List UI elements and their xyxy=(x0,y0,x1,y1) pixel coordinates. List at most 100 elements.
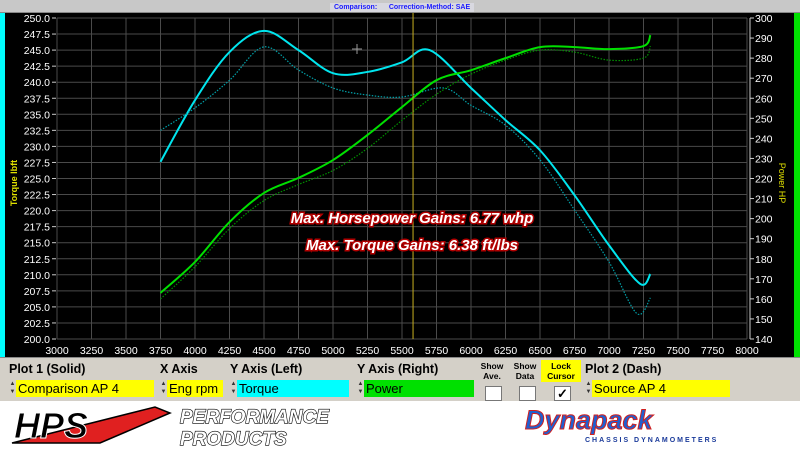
torque-gain-annotation: Max. Torque Gains: 6.38 ft/lbs xyxy=(306,237,518,254)
plot2-select[interactable]: ▲ ▼ Source AP 4 xyxy=(585,380,730,397)
right-axis-label: Power HP xyxy=(777,163,787,204)
hps-sub2: PRODUCTS xyxy=(180,429,287,450)
y-right-tick-label: 250 xyxy=(755,113,773,125)
y-right-tick-label: 140 xyxy=(755,334,773,346)
control-panel: Plot 1 (Solid) ▲ ▼ Comparison AP 4 X Axis… xyxy=(0,357,800,401)
yleft-label: Y Axis (Left) xyxy=(230,362,303,376)
plot1-value[interactable]: Comparison AP 4 xyxy=(16,380,154,397)
x-tick-label: 7750 xyxy=(701,345,725,357)
y-left-tick-label: 232.5 xyxy=(24,125,50,137)
plot1-label: Plot 1 (Solid) xyxy=(9,362,86,376)
x-tick-label: 8000 xyxy=(735,345,759,357)
x-tick-label: 6500 xyxy=(528,345,552,357)
spinner-icon[interactable]: ▲ ▼ xyxy=(160,381,167,395)
show-data-label: Show Data xyxy=(513,361,537,381)
yleft-value[interactable]: Torque xyxy=(237,380,349,397)
xaxis-label: X Axis xyxy=(160,362,198,376)
x-tick-label: 4500 xyxy=(252,345,276,357)
spinner-icon[interactable]: ▲ ▼ xyxy=(585,381,592,395)
spinner-icon[interactable]: ▲ ▼ xyxy=(357,381,364,395)
plot2-value[interactable]: Source AP 4 xyxy=(592,380,730,397)
torque-dash-line xyxy=(160,46,651,316)
crosshair-icon xyxy=(352,44,362,54)
xaxis-select[interactable]: ▲ ▼ Eng rpm xyxy=(160,380,223,397)
y-left-tick-label: 222.5 xyxy=(24,190,50,202)
y-right-tick-label: 190 xyxy=(755,234,773,246)
lock-cursor-checkbox[interactable]: ✓ xyxy=(554,386,571,401)
show-ave-label: Show Ave. xyxy=(480,361,504,381)
x-tick-label: 6250 xyxy=(494,345,518,357)
x-tick-label: 6750 xyxy=(563,345,587,357)
y-left-tick-label: 200.0 xyxy=(24,334,50,346)
checkmark-icon: ✓ xyxy=(557,386,568,401)
xaxis-value[interactable]: Eng rpm xyxy=(167,380,223,397)
y-left-tick-label: 207.5 xyxy=(24,286,50,298)
y-left-tick-label: 210.0 xyxy=(24,270,50,282)
yright-select[interactable]: ▲ ▼ Power xyxy=(357,380,474,397)
logos-svg: HPS PERFORMANCE PRODUCTS Dynapack CHASSI… xyxy=(11,405,718,451)
spinner-icon[interactable]: ▲ ▼ xyxy=(9,381,16,395)
yleft-select[interactable]: ▲ ▼ Torque xyxy=(230,380,349,397)
hp-gain-annotation: Max. Horsepower Gains: 6.77 whp xyxy=(291,210,534,227)
y-left-tick-label: 212.5 xyxy=(24,254,50,266)
x-tick-label: 6000 xyxy=(459,345,483,357)
y-left-tick-label: 235.0 xyxy=(24,109,50,121)
y-left-tick-label: 237.5 xyxy=(24,93,50,105)
show-data-checkbox[interactable] xyxy=(519,386,536,401)
spinner-icon[interactable]: ▲ ▼ xyxy=(230,381,237,395)
y-right-tick-label: 260 xyxy=(755,93,773,105)
y-right-tick-label: 200 xyxy=(755,214,773,226)
x-tick-label: 3000 xyxy=(45,345,69,357)
dynapack-sub: CHASSIS DYNAMOMETERS xyxy=(585,437,718,444)
logo-footer: HPS PERFORMANCE PRODUCTS Dynapack CHASSI… xyxy=(0,401,800,457)
yright-label: Y Axis (Right) xyxy=(357,362,439,376)
show-ave-checkbox[interactable] xyxy=(485,386,502,401)
y-left-tick-label: 245.0 xyxy=(24,45,50,57)
left-axis-label: Torque lbft xyxy=(9,160,19,206)
y-left-tick-label: 205.0 xyxy=(24,302,50,314)
x-tick-label: 4750 xyxy=(287,345,311,357)
y-right-tick-label: 300 xyxy=(755,13,773,25)
plot1-select[interactable]: ▲ ▼ Comparison AP 4 xyxy=(9,380,154,397)
x-tick-label: 7000 xyxy=(597,345,621,357)
chart-svg[interactable]: 3000 3250 3500 3750 4000 4250 4500 4750 5000 5250… xyxy=(0,13,800,357)
y-left-tick-label: 242.5 xyxy=(24,61,50,73)
y-left-tick-label: 240.0 xyxy=(24,77,50,89)
y-right-tick-label: 220 xyxy=(755,174,773,186)
x-tick-label: 3750 xyxy=(149,345,173,357)
y-left-tick-label: 247.5 xyxy=(24,29,50,41)
x-tick-label: 3250 xyxy=(80,345,104,357)
x-tick-label: 5250 xyxy=(356,345,380,357)
y-left-tick-label: 227.5 xyxy=(24,157,50,169)
power-dash-line xyxy=(160,45,651,300)
y-right-tick-label: 170 xyxy=(755,274,773,286)
yright-value[interactable]: Power xyxy=(364,380,474,397)
y-left-tick-label: 202.5 xyxy=(24,318,50,330)
x-tick-label: 5500 xyxy=(390,345,414,357)
window-header: Comparison: Correction-Method: SAE xyxy=(0,0,800,13)
y-right-tick-label: 270 xyxy=(755,73,773,85)
right-axis-color-bar xyxy=(794,13,800,357)
power-solid-line xyxy=(159,34,652,294)
x-tick-label: 7250 xyxy=(632,345,656,357)
hps-sub1: PERFORMANCE xyxy=(180,407,330,428)
y-left-tick-label: 225.0 xyxy=(24,174,50,186)
y-right-tick-label: 240 xyxy=(755,133,773,145)
y-left-tick-label: 230.0 xyxy=(24,141,50,153)
y-left-tick-label: 220.0 xyxy=(24,206,50,218)
y-right-tick-label: 210 xyxy=(755,194,773,206)
dyno-chart[interactable]: 3000 3250 3500 3750 4000 4250 4500 4750 5000 5250… xyxy=(0,13,800,357)
y-left-tick-label: 215.0 xyxy=(24,238,50,250)
y-right-tick-label: 230 xyxy=(755,153,773,165)
x-tick-label: 5750 xyxy=(425,345,449,357)
y-right-tick-label: 160 xyxy=(755,294,773,306)
x-tick-label: 5000 xyxy=(321,345,345,357)
y-right-tick-label: 180 xyxy=(755,254,773,266)
hps-logo-text: HPS xyxy=(14,405,88,446)
y-left-tick-label: 217.5 xyxy=(24,222,50,234)
x-tick-label: 4250 xyxy=(218,345,242,357)
x-tick-label: 4000 xyxy=(183,345,207,357)
dynapack-logo-text: Dynapack xyxy=(525,405,655,435)
hps-logo: HPS PERFORMANCE PRODUCTS xyxy=(11,405,331,451)
y-right-tick-label: 280 xyxy=(755,53,773,65)
